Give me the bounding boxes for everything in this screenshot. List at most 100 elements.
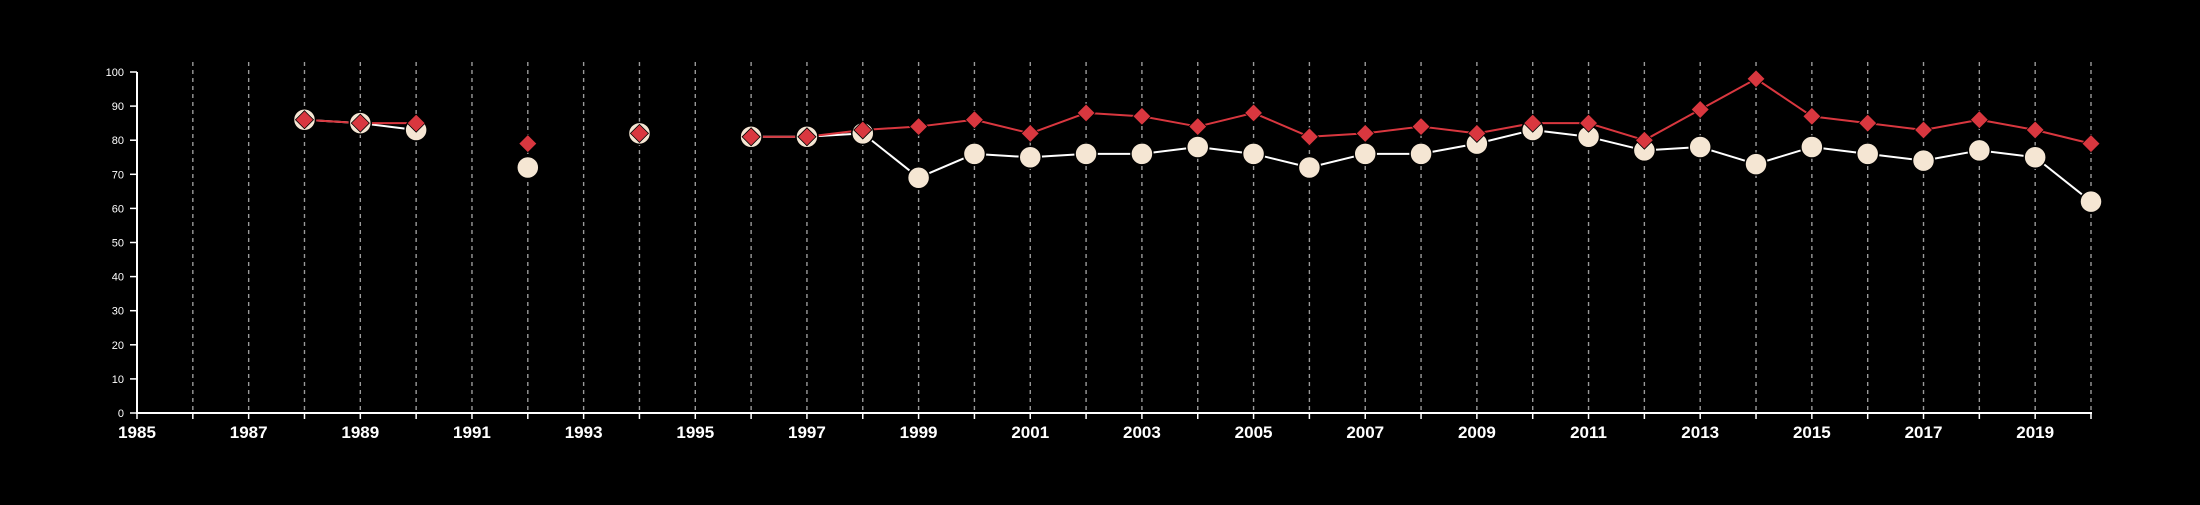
x-tick-label-2017: 2017 (1905, 423, 1943, 442)
series-2-point-2002 (1076, 103, 1096, 123)
x-tick-label-2015: 2015 (1793, 423, 1831, 442)
series-1-point-2014 (1744, 152, 1768, 176)
series-2-segment-1999 (918, 118, 975, 128)
series-2-segment-2013 (1699, 77, 1757, 111)
series-1-point-2004 (1185, 135, 1210, 159)
series-group (292, 69, 2103, 214)
series-1-point-1992 (516, 155, 540, 180)
series-1-point-2001 (1018, 145, 1043, 169)
x-tick-label-2007: 2007 (1346, 423, 1384, 442)
series-2-point-2016 (1858, 113, 1878, 133)
x-tick-label-1993: 1993 (565, 423, 603, 442)
series-1-point-2003 (1130, 142, 1154, 166)
series-1-point-1999 (906, 165, 931, 190)
series-1-segment-1998 (862, 132, 920, 179)
series-2-point-2018 (1969, 110, 1989, 130)
x-tick-label-2009: 2009 (1458, 423, 1496, 442)
x-tick-label-2001: 2001 (1011, 423, 1049, 442)
series-2-segment-2012 (1643, 108, 1701, 142)
series-2-point-2001 (1020, 123, 1040, 143)
series-2-segment-2001 (1029, 111, 1087, 135)
series-2-segment-2004 (1197, 111, 1254, 128)
series-2-point-2004 (1188, 116, 1208, 137)
axes: 0 10 20 30 40 50 60 70 80 90 100 1985 1987 1989 1991 19… (106, 67, 2092, 442)
series-1-point-2008 (1409, 142, 1433, 166)
series-2-point-2007 (1355, 123, 1375, 143)
y-tick-label-0: 0 (118, 408, 124, 420)
series-2-point-2011 (1578, 113, 1599, 133)
y-tick-label-50: 50 (112, 238, 124, 250)
y-tick-label-100: 100 (106, 67, 124, 79)
series-2-point-2000 (964, 110, 984, 130)
x-tick-label-2003: 2003 (1123, 423, 1161, 442)
x-tick-label-2011: 2011 (1570, 423, 1607, 442)
y-tick-label-90: 90 (112, 101, 124, 113)
x-tick-label-2005: 2005 (1235, 423, 1273, 442)
series-1-point-2017 (1911, 148, 1936, 173)
series-2-point-2019 (2025, 120, 2045, 140)
x-tick-label-1995: 1995 (676, 423, 714, 442)
x-tick-label-1987: 1987 (230, 423, 268, 442)
series-2-point-2013 (1690, 99, 1710, 120)
series-2-point-2006 (1299, 127, 1319, 147)
series-1-point-2018 (1967, 138, 1992, 163)
series-2-segment-2002 (1086, 111, 1142, 118)
series-1-point-2005 (1241, 142, 1266, 166)
series-2-segment-2000 (974, 118, 1031, 135)
series-2-point-1988 (294, 110, 315, 130)
series-2-point-2009 (1467, 123, 1487, 143)
y-tick-label-40: 40 (112, 272, 124, 284)
series-2-point-2008 (1411, 116, 1431, 137)
y-tick-label-80: 80 (112, 135, 124, 147)
series-1-point-2016 (1855, 142, 1880, 166)
x-tick-label-1997: 1997 (788, 423, 826, 442)
series-2-point-1997 (797, 127, 817, 147)
y-tick-label-70: 70 (112, 169, 124, 181)
series-2-segment-2008 (1420, 125, 1478, 135)
series-1-point-2019 (2023, 145, 2047, 169)
series-2-segment-2005 (1253, 112, 1310, 138)
series-1-point-2013 (1688, 135, 1712, 159)
series-1-point-2002 (1074, 142, 1098, 166)
series-2-point-2015 (1802, 106, 1822, 126)
series-2-point-1992 (518, 134, 538, 154)
x-tick-label-2019: 2019 (2016, 423, 2054, 442)
series-2-point-2014 (1746, 69, 1766, 89)
series-2-segment-2016 (1867, 122, 1924, 131)
series-2-segment-2017 (1923, 118, 1980, 131)
y-tick-label-60: 60 (112, 203, 124, 215)
series-2-point-2017 (1913, 120, 1934, 140)
series-2-segment-2014 (1755, 77, 1813, 118)
series-1-point-2015 (1800, 135, 1824, 159)
y-tick-label-10: 10 (112, 374, 124, 386)
series-1-segment-2019 (2034, 156, 2092, 203)
series-2-segment-2011 (1588, 122, 1645, 142)
series-2-point-1996 (741, 127, 761, 147)
series-2-point-1994 (629, 123, 650, 143)
x-tick-label-2013: 2013 (1681, 423, 1719, 442)
x-tick-label-1999: 1999 (900, 423, 938, 442)
x-tick-label-1985: 1985 (118, 423, 156, 442)
series-2-segment-2007 (1365, 125, 1422, 135)
series-2-point-2012 (1634, 130, 1654, 150)
series-2-segment-2015 (1811, 115, 1868, 125)
series-2-point-1989 (350, 113, 370, 133)
series-2-segment-2018 (1979, 118, 2036, 131)
series-2-segment-2003 (1141, 115, 1198, 128)
series-2-point-2010 (1523, 113, 1543, 133)
series-2-point-1999 (909, 116, 929, 137)
x-tick-label-1991: 1991 (453, 423, 491, 442)
series-2-segment-2006 (1309, 132, 1366, 138)
series-2-point-2003 (1132, 106, 1152, 126)
series-2-point-1998 (853, 120, 873, 140)
y-tick-label-30: 30 (112, 306, 124, 318)
series-2-point-2020 (2081, 134, 2101, 154)
series-2-point-2005 (1244, 103, 1264, 123)
y-tick-label-20: 20 (112, 340, 124, 352)
series-2-segment-2019 (2034, 128, 2092, 145)
series-1-point-2007 (1353, 142, 1377, 166)
series-1-point-2000 (962, 142, 987, 166)
series-1-point-2006 (1297, 155, 1322, 180)
